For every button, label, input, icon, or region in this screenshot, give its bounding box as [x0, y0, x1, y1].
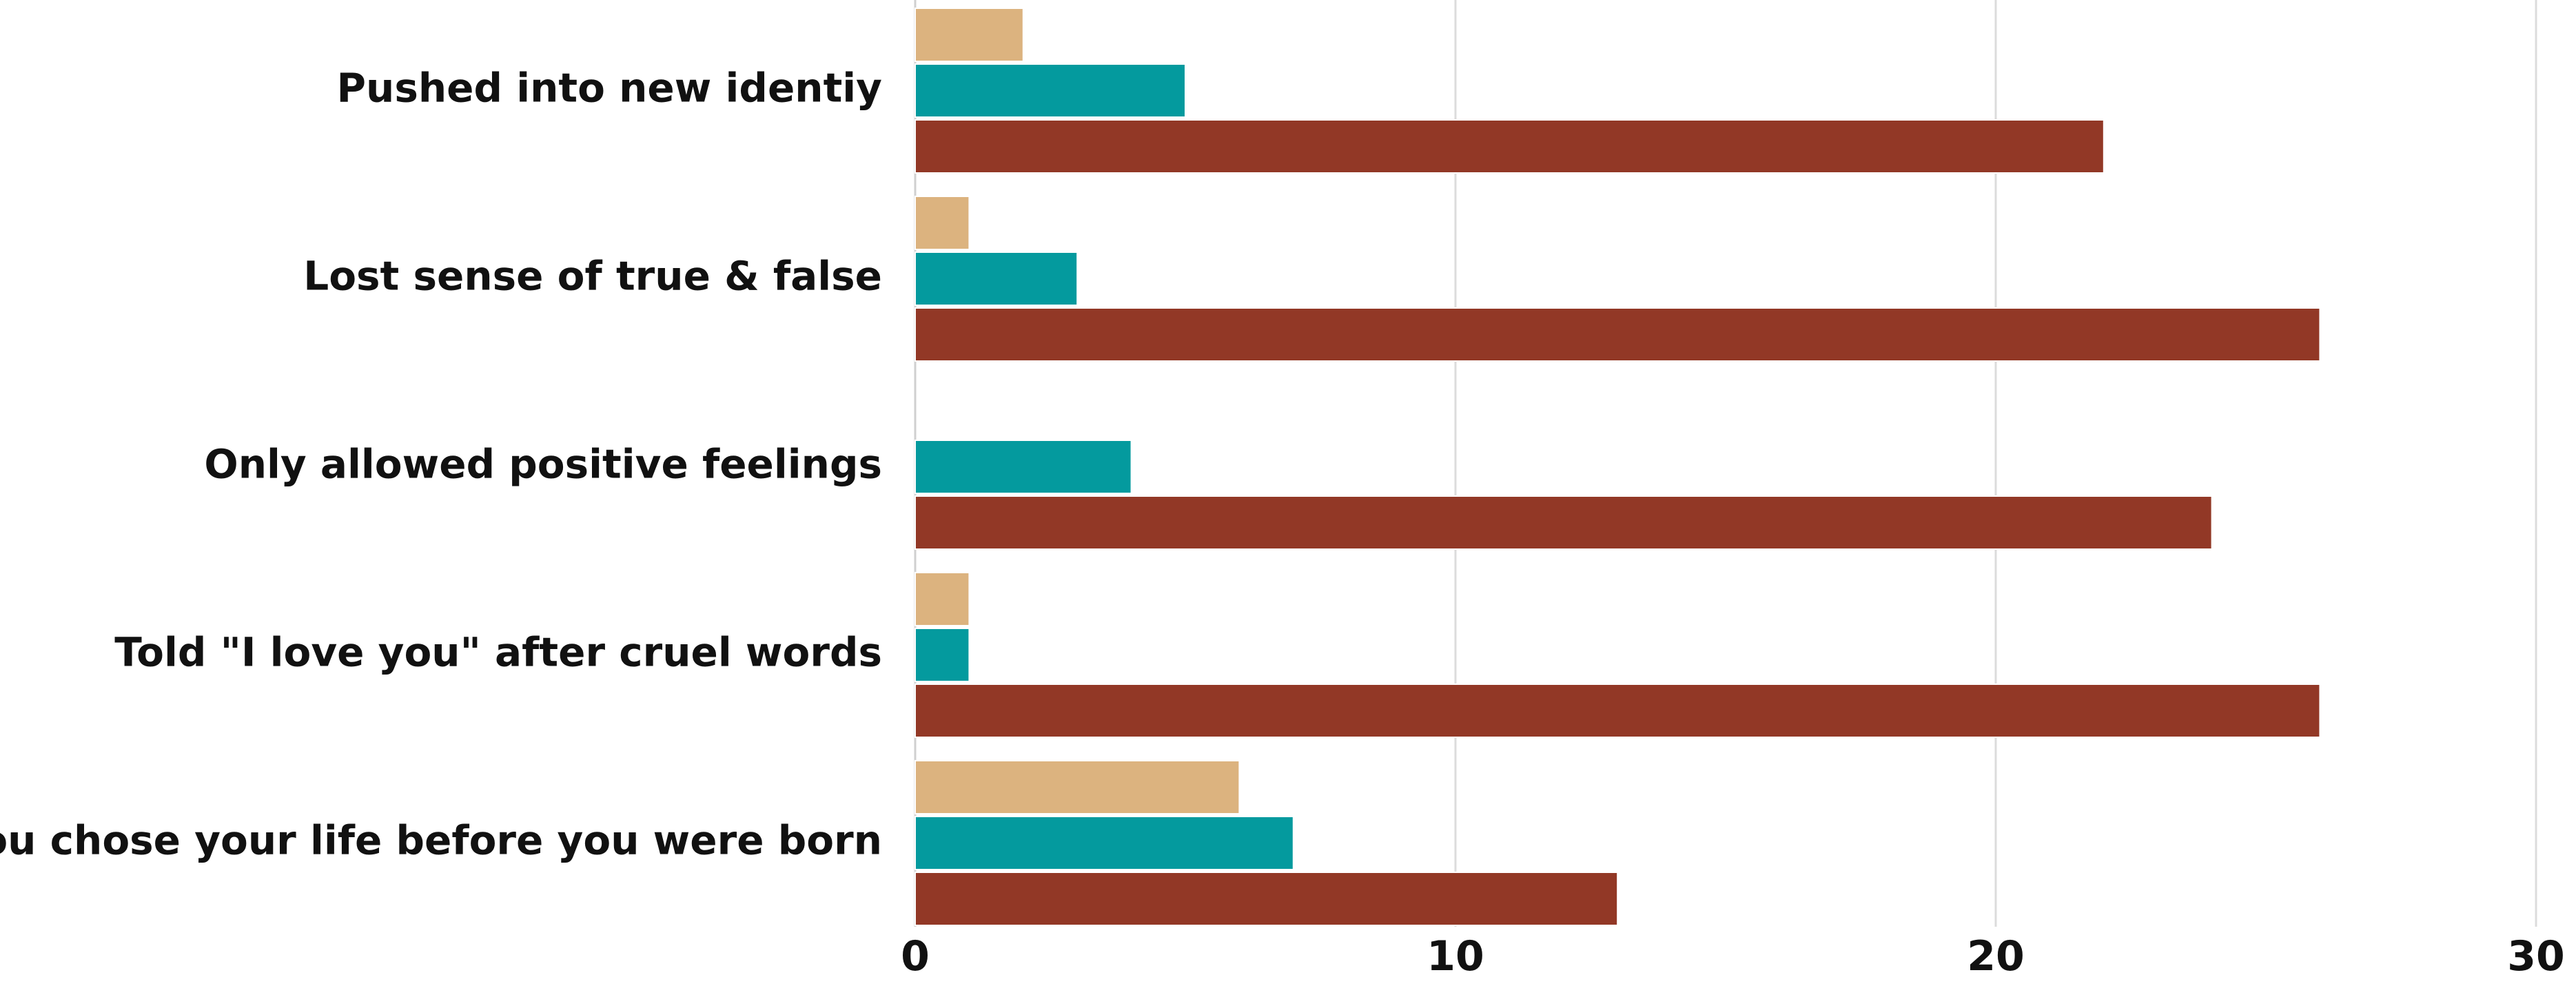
label-layer: Pushed into new identiy Lost sense of tru…: [0, 65, 882, 864]
bar: [914, 63, 1186, 118]
bar: [914, 307, 2321, 362]
category-label: Pushed into new identiy: [337, 65, 882, 112]
bar: [914, 816, 1294, 870]
x-tick-label: 0: [901, 932, 930, 980]
bar: [914, 760, 1240, 814]
tick-layer: 0 10 20 30: [901, 932, 2565, 980]
x-tick-label: 20: [1967, 932, 2025, 980]
category-label: Only allowed positive feelings: [204, 441, 882, 488]
bar: [914, 572, 970, 626]
category-label: Lost sense of true & false: [303, 253, 882, 300]
category-label: Told "I love you" after cruel words: [114, 629, 882, 676]
x-tick-label: 30: [2507, 932, 2565, 980]
bar: [914, 119, 2105, 174]
category-label: You chose your life before you were born: [0, 817, 882, 864]
bar: [914, 251, 1079, 306]
bar: [914, 440, 1132, 494]
bar: [914, 684, 2321, 738]
bar: [914, 628, 970, 682]
bar: [914, 8, 1024, 62]
bar: [914, 495, 2213, 550]
bar-layer: [914, 8, 2321, 926]
bar: [914, 196, 970, 250]
x-tick-label: 10: [1427, 932, 1484, 980]
bar: [914, 872, 1619, 926]
